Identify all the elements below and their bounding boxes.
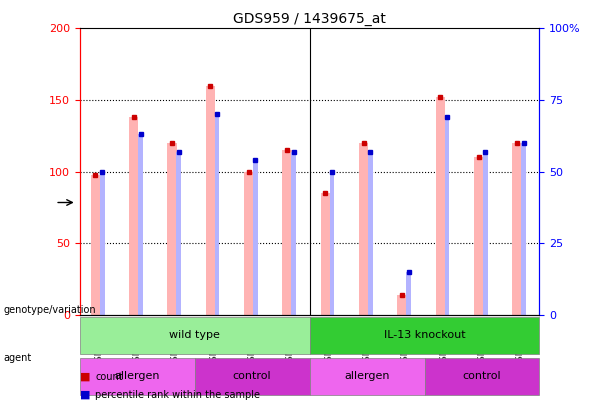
Bar — [397, 295, 406, 315]
Bar — [138, 134, 143, 315]
Bar — [177, 151, 181, 315]
Bar — [167, 143, 177, 315]
Text: agent: agent — [3, 354, 31, 363]
Bar — [100, 172, 105, 315]
FancyBboxPatch shape — [80, 317, 310, 354]
Bar — [444, 117, 449, 315]
Bar — [283, 150, 292, 315]
Text: control: control — [233, 371, 272, 382]
Bar — [521, 143, 526, 315]
Bar — [474, 157, 483, 315]
FancyBboxPatch shape — [195, 358, 310, 395]
Bar — [512, 143, 522, 315]
Text: allergen: allergen — [345, 371, 390, 382]
Title: GDS959 / 1439675_at: GDS959 / 1439675_at — [233, 12, 386, 26]
Bar — [330, 172, 335, 315]
Text: wild type: wild type — [169, 330, 220, 341]
FancyBboxPatch shape — [424, 358, 539, 395]
Text: count: count — [95, 372, 123, 382]
Bar — [406, 272, 411, 315]
Text: ■: ■ — [80, 390, 90, 400]
Text: IL-13 knockout: IL-13 knockout — [384, 330, 465, 341]
Bar — [483, 151, 488, 315]
Bar — [206, 86, 215, 315]
Bar — [215, 114, 219, 315]
Bar — [359, 143, 368, 315]
Text: genotype/variation: genotype/variation — [3, 305, 96, 315]
FancyBboxPatch shape — [80, 358, 195, 395]
Bar — [321, 193, 330, 315]
Text: control: control — [463, 371, 501, 382]
Text: ■: ■ — [80, 372, 90, 382]
Text: percentile rank within the sample: percentile rank within the sample — [95, 390, 260, 400]
FancyBboxPatch shape — [310, 317, 539, 354]
FancyBboxPatch shape — [310, 358, 424, 395]
Bar — [244, 172, 253, 315]
Bar — [291, 151, 296, 315]
Text: allergen: allergen — [115, 371, 160, 382]
Bar — [253, 160, 258, 315]
Bar — [436, 97, 445, 315]
Bar — [91, 175, 100, 315]
Bar — [129, 117, 139, 315]
Bar — [368, 151, 373, 315]
